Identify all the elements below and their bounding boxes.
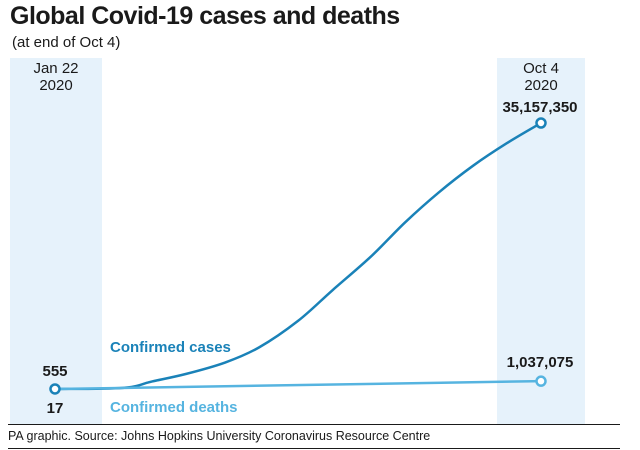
start-date-label-line2: 2020 [39,77,72,94]
start-date-label-line1: Jan 22 [33,60,78,77]
chart-title: Global Covid-19 cases and deaths [10,2,400,30]
source-note: PA graphic. Source: Johns Hopkins Univer… [8,429,431,443]
deaths-end-point [535,375,547,387]
end-date-label-line2: 2020 [524,77,557,94]
cases-series-line [54,121,542,391]
cases-series-label: Confirmed cases [110,339,231,356]
deaths-series-line [54,379,542,391]
start-date-band [10,58,102,424]
source-divider-bottom [8,448,620,449]
chart-subtitle: (at end of Oct 4) [12,34,121,51]
deaths-series-label: Confirmed deaths [110,399,238,416]
deaths-start-value-label: 17 [47,400,64,417]
source-divider-top [8,424,620,425]
end-date-label-line1: Oct 4 [523,60,559,77]
cases-end-point [535,117,547,129]
cases-start-value-label: 555 [42,363,67,380]
cases-end-value-label: 35,157,350 [502,99,577,116]
deaths-end-value-label: 1,037,075 [507,354,574,371]
cases-start-point [49,383,61,395]
